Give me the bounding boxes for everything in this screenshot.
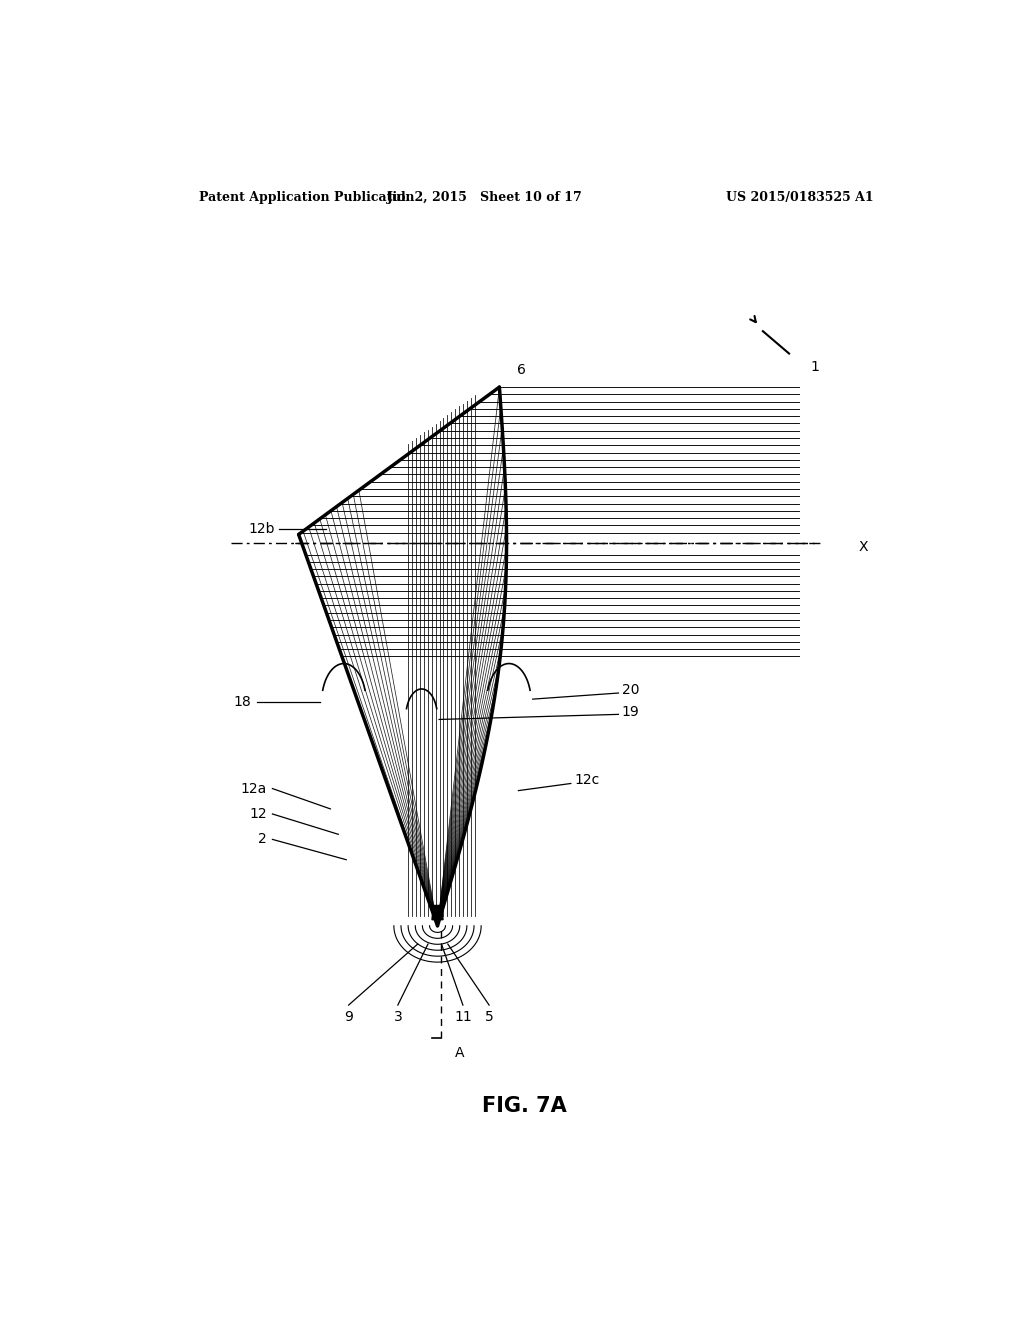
Text: A: A [455,1045,465,1060]
Polygon shape [432,906,443,920]
Text: US 2015/0183525 A1: US 2015/0183525 A1 [726,191,873,203]
Text: 3: 3 [393,1010,402,1024]
Text: X: X [858,540,867,553]
Text: Patent Application Publication: Patent Application Publication [200,191,415,203]
Text: 5: 5 [484,1010,494,1024]
Text: 9: 9 [344,1010,353,1024]
Text: 12a: 12a [241,781,267,796]
Text: 12c: 12c [574,774,599,788]
Text: 11: 11 [454,1010,472,1024]
Text: 20: 20 [622,682,639,697]
Text: 12b: 12b [248,523,274,536]
Text: FIG. 7A: FIG. 7A [482,1096,567,1115]
Text: 1: 1 [811,360,819,374]
Text: 6: 6 [517,363,525,376]
Text: 2: 2 [258,833,267,846]
Text: Jul. 2, 2015   Sheet 10 of 17: Jul. 2, 2015 Sheet 10 of 17 [387,191,583,203]
Text: 18: 18 [233,696,251,709]
Text: 19: 19 [622,705,639,719]
Text: 12: 12 [249,807,267,821]
